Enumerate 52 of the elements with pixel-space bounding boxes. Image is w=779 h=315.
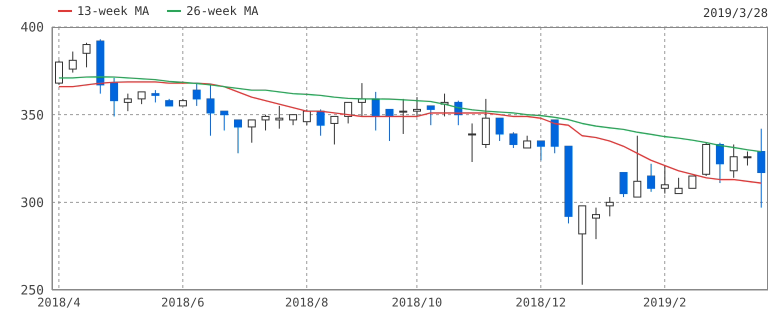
- candlestick: [138, 91, 146, 105]
- candlestick: [110, 77, 118, 117]
- candlestick: [757, 128, 766, 208]
- candlestick: [743, 150, 752, 166]
- candlestick: [206, 84, 214, 136]
- x-tick-label: 2018/10: [392, 296, 442, 310]
- candlestick: [275, 105, 284, 130]
- candlestick: [68, 51, 77, 74]
- legend-label: 26-week MA: [186, 4, 258, 18]
- candlestick: [716, 142, 724, 184]
- x-tick-label: 2018/6: [161, 296, 204, 310]
- candlestick: [620, 172, 628, 198]
- y-tick-label: 300: [20, 196, 44, 211]
- candlestick: [316, 108, 325, 136]
- y-tick-label: 350: [20, 108, 44, 124]
- candlestick: [248, 119, 256, 144]
- x-tick-label: 2018/8: [285, 296, 328, 310]
- candlestick: [220, 110, 228, 131]
- candlestick: [302, 108, 311, 126]
- candlestick: [674, 177, 683, 194]
- candlestick: [344, 102, 352, 124]
- candlestick: [234, 119, 242, 154]
- candlestick: [413, 96, 421, 117]
- candlestick: [606, 196, 614, 217]
- x-tick-label: 2019/2: [643, 296, 686, 310]
- candlestick: [82, 42, 91, 68]
- candlestick: [289, 114, 298, 126]
- candlestick: [496, 118, 504, 142]
- candlestick: [330, 116, 338, 145]
- candlestick: [730, 144, 738, 178]
- x-tick-label: 2018/12: [516, 296, 566, 310]
- candlestick: [192, 82, 201, 106]
- line-series: [58, 81, 762, 184]
- legend-label: 13-week MA: [77, 4, 150, 18]
- candlestick: [468, 122, 476, 163]
- candlestick: [647, 163, 656, 192]
- candlestick: [523, 135, 532, 148]
- candlestick: [633, 135, 642, 198]
- candlestick: [262, 114, 270, 131]
- candlestick: [660, 165, 669, 194]
- candlestick: [426, 105, 435, 126]
- text: 2019/3/28: [702, 6, 768, 20]
- y-tick-label: 400: [20, 20, 44, 36]
- candlestick: [151, 90, 160, 103]
- candlestick: [399, 98, 408, 134]
- candlestick: [124, 93, 132, 112]
- candlestick: [372, 91, 380, 131]
- candlestick: [592, 207, 600, 240]
- candlestick: [509, 132, 518, 148]
- candlestick: [688, 176, 696, 189]
- candlestick: [55, 60, 63, 86]
- candlestick: [536, 140, 545, 161]
